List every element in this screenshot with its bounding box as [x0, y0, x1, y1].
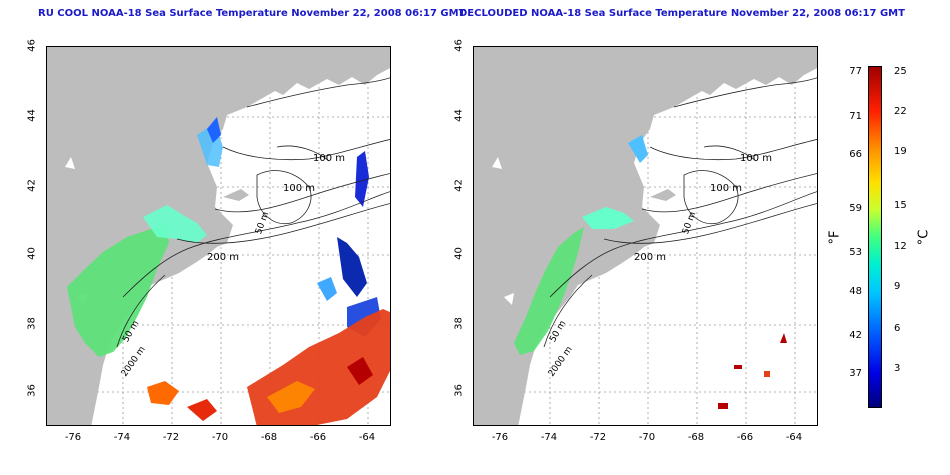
- colorbar-f-tick: 42: [849, 330, 862, 341]
- lon-tick-66: -66: [736, 432, 754, 443]
- land-mass: [47, 47, 390, 425]
- lon-tick-76: -76: [64, 432, 82, 443]
- contour-label-100m-b: 100 m: [710, 183, 742, 194]
- contour-label-100m-a: 100 m: [313, 153, 345, 164]
- lat-tick-44: 44: [26, 109, 38, 122]
- contour-label-50m: 50 m: [254, 211, 271, 236]
- lat-tick-40: 40: [26, 247, 38, 260]
- lon-tick-76: -76: [491, 432, 509, 443]
- colorbar-f-tick: 59: [849, 203, 862, 214]
- contour-label-100m-a: 100 m: [740, 153, 772, 164]
- lon-tick-70: -70: [211, 432, 229, 443]
- colorbar-c-tick: 3: [894, 363, 901, 374]
- lon-tick-72: -72: [162, 432, 180, 443]
- lat-tick-46: 46: [26, 39, 38, 52]
- sst-gulf-stream: [247, 309, 390, 425]
- lon-tick-68: -68: [687, 432, 705, 443]
- lon-tick-64: -64: [785, 432, 803, 443]
- lat-tick-40: 40: [453, 247, 465, 260]
- colorbar-c-tick: 12: [894, 241, 907, 252]
- colorbar-f-tick: 37: [849, 368, 862, 379]
- right-sst-map: 100 m 100 m 50 m 200 m 50 m 2000 m: [473, 46, 818, 426]
- lon-tick-64: -64: [358, 432, 376, 443]
- right-map-title: DECLOUDED NOAA-18 Sea Surface Temperatur…: [459, 8, 905, 19]
- lat-tick-42: 42: [453, 179, 465, 192]
- contour-label-2000m: 2000 m: [547, 345, 575, 379]
- contour-label-2000m: 2000 m: [120, 345, 148, 379]
- lon-tick-74: -74: [540, 432, 558, 443]
- lat-tick-36: 36: [26, 384, 38, 397]
- lon-tick-66: -66: [309, 432, 327, 443]
- colorbar-f-tick: 77: [849, 66, 862, 77]
- lat-tick-42: 42: [26, 179, 38, 192]
- colorbar-f-tick: 48: [849, 286, 862, 297]
- contour-label-50m: 50 m: [681, 211, 698, 236]
- lon-tick-74: -74: [113, 432, 131, 443]
- sst-coastal-shelf: [67, 225, 169, 357]
- lat-tick-46: 46: [453, 39, 465, 52]
- sst-coastal-shelf: [514, 227, 584, 355]
- lon-tick-68: -68: [260, 432, 278, 443]
- lat-tick-38: 38: [453, 317, 465, 330]
- left-map-title: RU COOL NOAA-18 Sea Surface Temperature …: [38, 8, 466, 19]
- colorbar-c-tick: 22: [894, 106, 907, 117]
- colorbar-celsius-label: °C: [916, 229, 932, 246]
- left-sst-map: 100 m 100 m 50 m 200 m 50 m 2000 m: [46, 46, 391, 426]
- lat-tick-38: 38: [26, 317, 38, 330]
- lon-tick-72: -72: [589, 432, 607, 443]
- colorbar-fahrenheit-label: °F: [827, 230, 843, 245]
- colorbar-c-tick: 6: [894, 323, 901, 334]
- contour-label-200m: 200 m: [634, 252, 666, 263]
- temperature-colorbar: [868, 66, 882, 408]
- colorbar-f-tick: 66: [849, 149, 862, 160]
- land-mass: [474, 47, 817, 425]
- colorbar-c-tick: 15: [894, 200, 907, 211]
- contour-label-100m-b: 100 m: [283, 183, 315, 194]
- contour-label-200m: 200 m: [207, 252, 239, 263]
- colorbar-f-tick: 53: [849, 247, 862, 258]
- colorbar-f-tick: 71: [849, 111, 862, 122]
- lat-tick-36: 36: [453, 384, 465, 397]
- bathymetry-contours: [116, 77, 390, 348]
- colorbar-c-tick: 19: [894, 146, 907, 157]
- colorbar-c-tick: 9: [894, 281, 901, 292]
- lat-tick-44: 44: [453, 109, 465, 122]
- colorbar-c-tick: 25: [894, 66, 907, 77]
- lon-tick-70: -70: [638, 432, 656, 443]
